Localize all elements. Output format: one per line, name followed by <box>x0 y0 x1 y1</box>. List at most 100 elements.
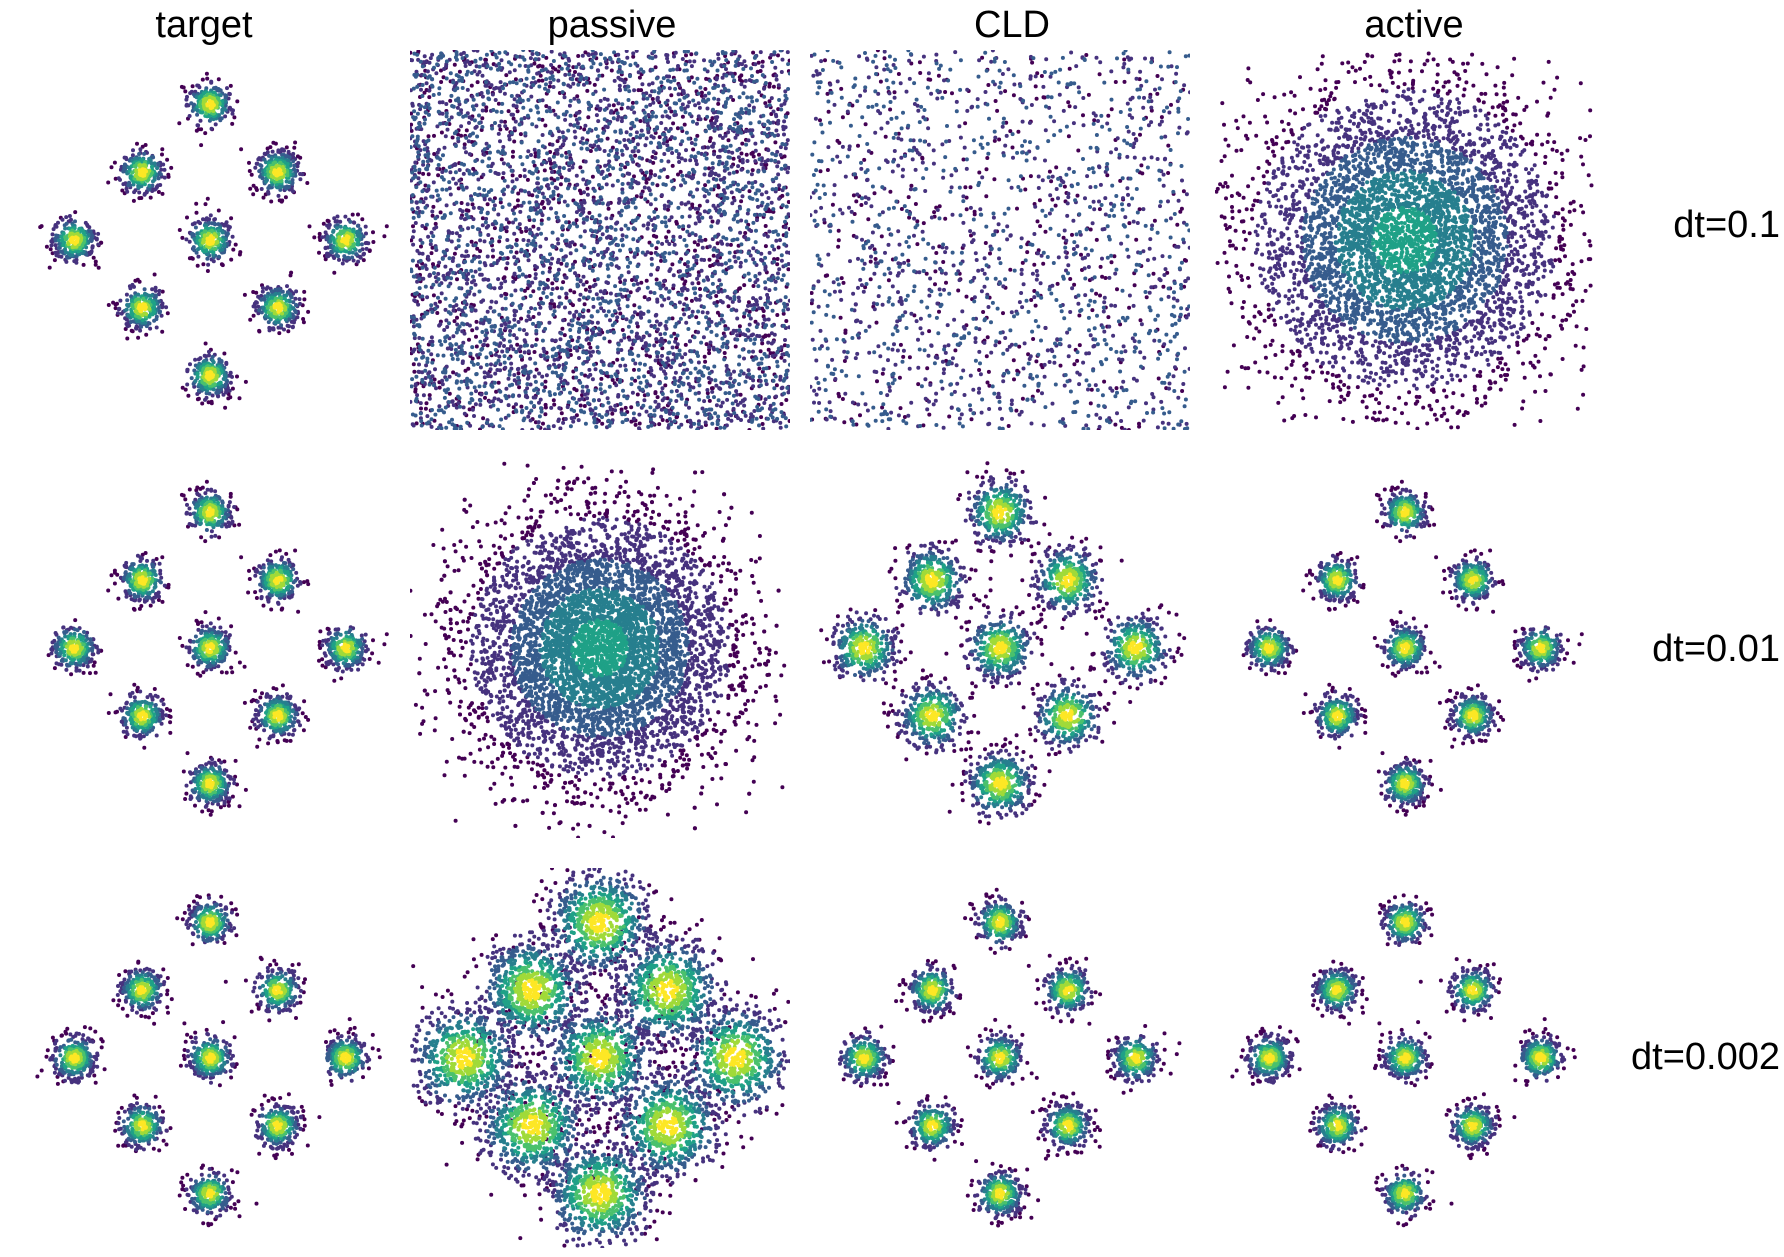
scatter-point <box>760 59 765 64</box>
scatter-point <box>214 374 219 379</box>
scatter-point <box>644 180 649 185</box>
scatter-point <box>743 78 748 83</box>
scatter-point <box>739 218 744 223</box>
scatter-point <box>451 256 456 261</box>
scatter-point <box>138 147 143 152</box>
scatter-point <box>210 393 215 398</box>
scatter-point <box>81 262 86 267</box>
scatter-point <box>761 314 766 319</box>
scatter-point <box>569 416 574 421</box>
scatter-point <box>431 262 435 267</box>
scatter-point <box>484 141 489 146</box>
scatter-point <box>583 159 588 164</box>
scatter-point <box>464 128 469 133</box>
scatter-point <box>774 77 779 82</box>
scatter-point <box>331 229 336 234</box>
scatter-point <box>552 357 557 362</box>
scatter-point <box>648 290 653 295</box>
scatter-point <box>410 122 414 127</box>
scatter-point <box>427 272 432 277</box>
scatter-point <box>363 241 368 246</box>
scatter-point <box>290 324 295 329</box>
scatter-point <box>739 418 743 422</box>
scatter-point <box>760 341 765 346</box>
scatter-point <box>778 374 783 379</box>
scatter-point <box>610 411 615 416</box>
scatter-point <box>582 190 586 195</box>
scatter-point <box>420 350 425 355</box>
scatter-point <box>480 73 485 78</box>
scatter-point <box>645 226 650 231</box>
scatter-point <box>513 77 518 82</box>
scatter-point <box>566 83 571 88</box>
scatter-point <box>451 308 456 313</box>
scatter-point <box>582 302 587 307</box>
scatter-point <box>532 163 537 168</box>
scatter-point <box>634 130 639 135</box>
scatter-point <box>277 331 282 336</box>
scatter-point <box>519 188 524 193</box>
scatter-point <box>762 232 767 237</box>
scatter-point <box>259 310 264 315</box>
scatter-point <box>533 276 538 281</box>
scatter-point <box>473 402 478 407</box>
scatter-point <box>555 260 560 265</box>
scatter-point <box>717 278 722 283</box>
scatter-point <box>659 121 664 125</box>
scatter-point <box>574 173 579 178</box>
scatter-point <box>444 318 449 323</box>
scatter-point <box>718 122 723 127</box>
scatter-point <box>317 250 321 255</box>
scatter-point <box>689 141 694 145</box>
scatter-point <box>465 59 470 64</box>
scatter-point <box>635 331 639 336</box>
scatter-point <box>209 80 214 85</box>
scatter-point <box>714 426 719 430</box>
scatter-point <box>764 190 769 195</box>
scatter-point <box>475 246 480 251</box>
scatter-point <box>52 258 57 263</box>
scatter-point <box>499 157 504 162</box>
scatter-point <box>509 361 514 366</box>
scatter-point <box>635 324 640 329</box>
scatter-point <box>703 237 708 242</box>
scatter-point <box>619 227 624 232</box>
scatter-point <box>630 278 634 282</box>
scatter-point <box>525 177 530 182</box>
scatter-point <box>267 325 272 330</box>
scatter-plot <box>410 50 790 430</box>
scatter-point <box>666 60 670 64</box>
scatter-point <box>272 309 277 314</box>
scatter-point <box>705 310 710 315</box>
scatter-point <box>731 156 736 161</box>
scatter-point <box>597 263 602 268</box>
scatter-point <box>426 257 431 262</box>
scatter-point <box>696 215 701 220</box>
scatter-point <box>620 152 625 157</box>
scatter-point <box>118 298 123 303</box>
scatter-point <box>590 320 595 325</box>
scatter-point <box>556 69 561 74</box>
scatter-point <box>498 89 503 94</box>
scatter-point <box>558 426 563 430</box>
scatter-point <box>474 319 479 324</box>
scatter-point <box>787 298 790 303</box>
scatter-point <box>519 203 524 208</box>
scatter-point <box>505 261 510 266</box>
scatter-point <box>549 50 554 54</box>
scatter-point <box>587 341 592 346</box>
scatter-point <box>767 99 772 104</box>
row-label-dt-0-1: dt=0.1 <box>1580 200 1780 250</box>
scatter-point <box>131 198 136 203</box>
scatter-point <box>49 243 54 248</box>
scatter-point <box>361 258 366 263</box>
scatter-point <box>484 108 489 113</box>
scatter-point <box>209 126 214 131</box>
scatter-point <box>264 176 269 181</box>
scatter-point <box>235 374 239 379</box>
scatter-point <box>644 409 649 414</box>
scatter-point <box>348 219 353 224</box>
scatter-point <box>109 165 114 170</box>
scatter-point <box>230 234 235 239</box>
scatter-point <box>609 216 614 221</box>
